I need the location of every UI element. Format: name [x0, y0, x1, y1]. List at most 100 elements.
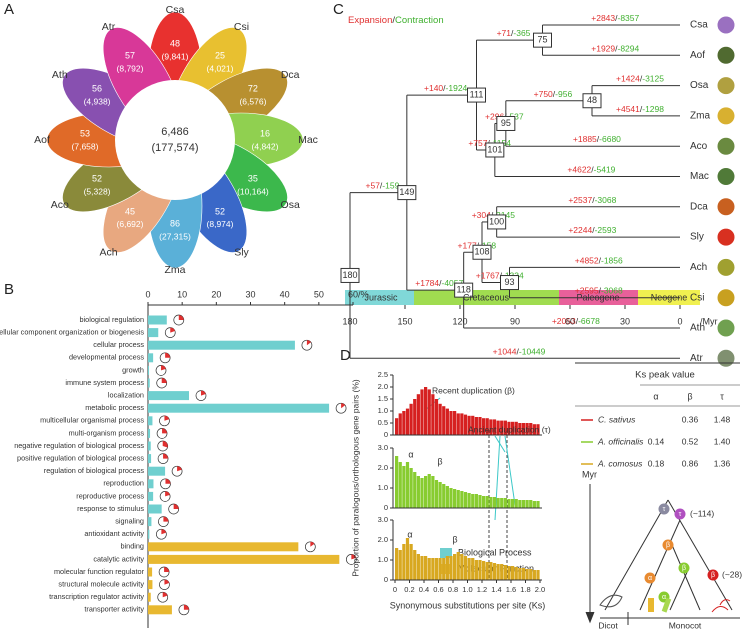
- histogram-bar: [449, 556, 453, 580]
- bar: [148, 416, 153, 426]
- histogram-bar: [463, 556, 468, 580]
- inset-pie-slice: [161, 365, 166, 371]
- histogram-bar: [409, 544, 413, 580]
- legend-part: /: [392, 15, 395, 26]
- category-label: growth: [122, 365, 144, 374]
- histogram-bar: [402, 466, 406, 508]
- petal-total: (27,315): [159, 231, 191, 241]
- inset-pie-slice: [161, 378, 167, 383]
- bar: [148, 391, 189, 401]
- petal-total: (6,576): [239, 96, 266, 106]
- inset-pie-slice: [164, 579, 170, 585]
- petal-name: Ath: [52, 69, 68, 81]
- table-cell: 0.52: [682, 436, 699, 446]
- histogram-bar: [500, 564, 504, 580]
- wgd-node: [707, 569, 719, 581]
- bar: [148, 567, 153, 577]
- branch-label: +57/-159: [366, 181, 400, 191]
- branch: [669, 569, 689, 611]
- leaf-name: Osa: [690, 80, 709, 91]
- node-age: 100: [489, 216, 504, 226]
- histogram-bar: [500, 420, 504, 435]
- contraction: -3125: [642, 74, 664, 84]
- expansion: +1929: [591, 44, 615, 54]
- y-tick-label: 1.0: [378, 555, 388, 564]
- expansion: +304: [472, 210, 491, 220]
- petal-name: Zma: [165, 264, 186, 276]
- wgd-label: τ: [679, 511, 682, 518]
- histogram-bar: [529, 500, 533, 508]
- expansion: +1767: [476, 271, 500, 281]
- petal-unique: 52: [215, 206, 225, 216]
- y-tick-label: 2.0: [378, 382, 388, 391]
- expansion: +2053: [552, 316, 576, 326]
- histogram-bar: [529, 423, 533, 435]
- bar: [148, 454, 152, 464]
- category-label: reproductive process: [76, 491, 144, 500]
- node-age: 180: [342, 270, 357, 280]
- histogram-bar: [453, 554, 457, 580]
- histogram-bar: [424, 387, 428, 435]
- expansion: +71: [497, 28, 512, 38]
- arrow: [504, 435, 516, 506]
- category-label: cellular component organization or bioge…: [0, 328, 144, 337]
- petal-name: Dca: [281, 69, 300, 81]
- x-tick-label: 1.2: [477, 585, 487, 594]
- wgd-node: [674, 508, 686, 520]
- dashed-guides: [488, 430, 508, 580]
- histogram-bar: [402, 544, 406, 580]
- table-cell: 0.86: [682, 458, 699, 468]
- separator: /: [599, 286, 602, 296]
- histogram-bar: [489, 497, 493, 508]
- petal-name: Sly: [234, 246, 249, 258]
- histogram-bar: [478, 495, 482, 508]
- era: [414, 290, 559, 305]
- inset-pie-slice: [201, 390, 206, 396]
- separator: /: [380, 181, 383, 191]
- node-box: [467, 87, 486, 103]
- petal-total: (5,328): [84, 186, 111, 196]
- era-label: Cretaceous: [463, 292, 510, 302]
- wgd-label: β: [711, 572, 715, 579]
- category-label: multi-organism process: [69, 428, 145, 437]
- histogram-bar: [511, 499, 515, 508]
- era-label: Paleogene: [576, 292, 619, 302]
- category-label: negative regulation of biological proces…: [14, 441, 144, 450]
- histogram-bar: [521, 500, 526, 508]
- histogram-bar: [398, 550, 402, 580]
- node-box: [500, 275, 519, 291]
- center-unique: 6,486: [161, 126, 189, 138]
- bar: [148, 441, 151, 451]
- contraction: -3068: [601, 286, 623, 296]
- panel-label: D: [340, 347, 351, 364]
- histogram-bar: [434, 399, 439, 435]
- era-label: Jurassic: [364, 292, 398, 302]
- inset-pie-slice: [164, 567, 170, 572]
- separator: /: [439, 278, 442, 288]
- contraction: -2593: [595, 225, 617, 235]
- histogram-bar: [485, 562, 489, 580]
- leaf-name: Zma: [690, 111, 710, 122]
- contraction: -3068: [595, 195, 617, 205]
- histogram-bar: [409, 468, 413, 508]
- separator: /: [597, 134, 600, 144]
- column-header: α: [653, 391, 658, 401]
- bar: [148, 340, 295, 350]
- bar: [148, 517, 152, 527]
- histogram-bar: [507, 566, 511, 580]
- row-name: C. sativus: [598, 414, 636, 424]
- histogram-bar: [438, 558, 442, 580]
- expansion: +177: [458, 241, 477, 251]
- x-tick-label: 10: [177, 289, 187, 299]
- contraction: -10449: [519, 347, 546, 357]
- petal-total: (10,164): [237, 186, 269, 196]
- bar: [148, 592, 151, 602]
- expansion: +2537: [568, 195, 592, 205]
- histogram-bar: [471, 558, 475, 580]
- separator: /: [615, 44, 618, 54]
- histogram-bar: [420, 478, 424, 508]
- histogram-bar: [532, 424, 536, 435]
- histogram-bar: [427, 558, 431, 580]
- category-label: metabolic process: [85, 403, 144, 412]
- separator: /: [592, 225, 595, 235]
